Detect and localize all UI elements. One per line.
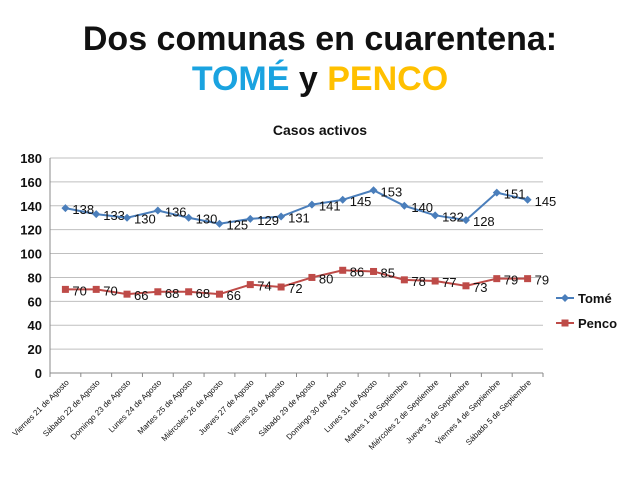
data-point: [61, 285, 69, 293]
data-point: [277, 212, 286, 221]
data-label: 136: [165, 205, 187, 220]
data-label: 74: [257, 279, 271, 294]
data-point: [246, 281, 254, 289]
title-connector: y: [298, 60, 318, 98]
data-point: [462, 282, 470, 290]
data-point: [523, 195, 532, 204]
data-label: 131: [288, 211, 310, 226]
data-label: 77: [442, 275, 456, 290]
data-point: [524, 275, 532, 283]
data-point: [123, 290, 131, 298]
data-label: 68: [165, 286, 179, 301]
y-tick-label: 120: [20, 223, 42, 238]
legend-label: Penco: [578, 316, 617, 331]
data-label: 128: [473, 214, 495, 229]
y-tick-label: 0: [35, 366, 42, 381]
data-label: 141: [319, 199, 341, 214]
chart-title: Casos activos: [272, 122, 368, 138]
data-point: [461, 216, 470, 225]
data-point: [246, 214, 255, 223]
data-label: 151: [504, 187, 526, 202]
y-tick-label: 80: [28, 270, 42, 285]
data-point: [61, 204, 70, 213]
y-tick-label: 40: [28, 318, 42, 333]
data-label: 145: [350, 194, 372, 209]
x-tick-label: Lunes 24 de Agosto: [107, 378, 164, 435]
data-label: 68: [196, 286, 210, 301]
data-point: [493, 275, 501, 283]
data-label: 79: [535, 273, 549, 288]
data-label: 132: [442, 209, 464, 224]
data-point: [123, 213, 132, 222]
data-label: 72: [288, 281, 302, 296]
data-point: [339, 266, 347, 274]
data-label: 73: [473, 280, 487, 295]
data-point: [215, 219, 224, 228]
data-point: [338, 195, 347, 204]
data-point: [154, 288, 162, 296]
series-line-penco: [65, 269, 528, 296]
data-label: 70: [72, 283, 86, 298]
data-point: [492, 188, 501, 197]
data-label: 138: [72, 202, 94, 217]
x-tick-label: Sábado 29 de Agosto: [257, 378, 318, 439]
x-tick-label: Sábado 22 de Agosto: [41, 378, 102, 439]
legend-marker: [561, 294, 569, 302]
data-label: 66: [134, 288, 148, 303]
data-label: 129: [257, 213, 279, 228]
page-subtitle: TOMÉ y PENCO: [0, 60, 640, 99]
x-tick-label: Viernes 21 de Agosto: [11, 378, 71, 438]
page-title: Dos comunas en cuarentena:: [82, 20, 558, 58]
data-label: 79: [504, 273, 518, 288]
data-point: [307, 200, 316, 209]
data-point: [277, 283, 285, 291]
data-label: 85: [381, 265, 395, 280]
x-tick-label: Lunes 31 de Agosto: [323, 378, 380, 435]
legend-label: Tomé: [578, 291, 612, 306]
data-label: 78: [411, 274, 425, 289]
data-label: 66: [226, 288, 240, 303]
x-tick-label: Sábado 5 de Septiembre: [464, 378, 533, 447]
series-line-tom: [65, 189, 528, 225]
data-point: [370, 267, 378, 275]
data-label: 130: [134, 212, 156, 227]
data-point: [400, 201, 409, 210]
data-point: [369, 186, 378, 195]
x-tick-label: Domingo 23 de Agosto: [69, 378, 133, 442]
data-label: 80: [319, 271, 333, 286]
y-tick-label: 140: [20, 199, 42, 214]
data-point: [185, 288, 193, 296]
x-tick-label: Jueves 27 de Agosto: [197, 378, 256, 437]
data-label: 86: [350, 264, 364, 279]
x-tick-label: Domingo 30 de Agosto: [285, 378, 349, 442]
data-point: [431, 211, 440, 220]
data-label: 133: [103, 208, 125, 223]
data-label: 140: [411, 200, 433, 215]
data-point: [184, 213, 193, 222]
data-label: 125: [226, 218, 248, 233]
data-label: 70: [103, 283, 117, 298]
legend-marker: [561, 319, 569, 327]
y-tick-label: 100: [20, 247, 42, 262]
x-tick-label: Miércoles 26 de Agosto: [160, 378, 226, 444]
x-tick-label: Viernes 28 de Agosto: [226, 378, 286, 438]
data-point: [215, 290, 223, 298]
title-tome: TOMÉ: [191, 60, 290, 98]
data-label: 130: [196, 212, 218, 227]
y-tick-label: 180: [20, 151, 42, 166]
data-point: [308, 273, 316, 281]
data-point: [92, 285, 100, 293]
x-tick-label: Martes 25 de Agosto: [136, 378, 195, 437]
data-label: 145: [535, 194, 557, 209]
data-point: [92, 210, 101, 219]
y-tick-label: 160: [20, 175, 42, 190]
data-point: [153, 206, 162, 215]
data-point: [431, 277, 439, 285]
y-tick-label: 60: [28, 294, 42, 309]
data-label: 153: [381, 184, 403, 199]
data-point: [400, 276, 408, 284]
y-tick-label: 20: [28, 342, 42, 357]
title-penco: PENCO: [327, 60, 449, 98]
